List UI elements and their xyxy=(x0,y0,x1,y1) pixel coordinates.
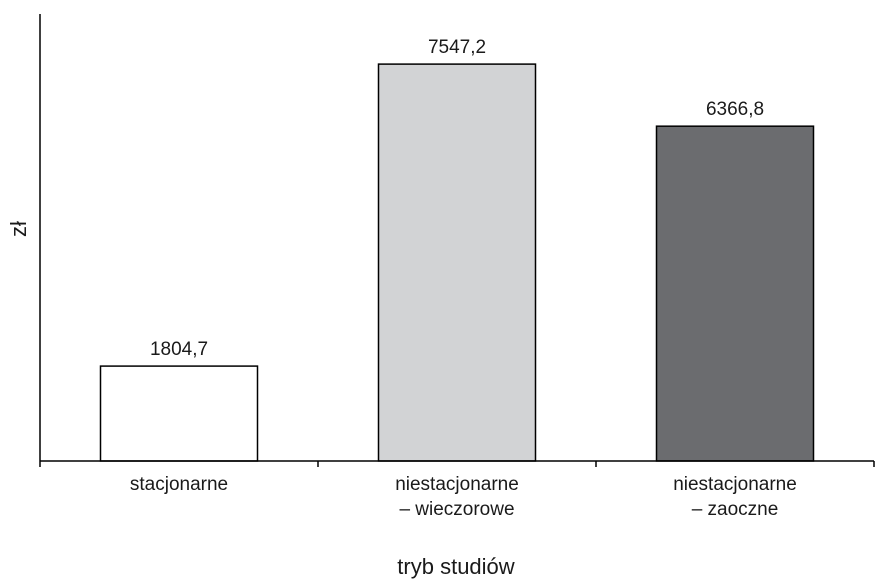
x-tick-label: niestacjonarne xyxy=(673,474,797,495)
bar xyxy=(99,365,259,462)
y-axis-title: zł xyxy=(6,221,31,237)
x-tick-label: stacjonarne xyxy=(130,474,228,495)
bar xyxy=(377,63,537,462)
value-labels-group: 1804,7 7547,2 6366,8 xyxy=(150,37,764,360)
bars-group xyxy=(99,63,815,462)
x-ticks-group xyxy=(39,461,875,467)
bar-value-label: 6366,8 xyxy=(706,99,764,120)
x-tick-label: – wieczorowe xyxy=(399,499,514,520)
x-axis-title: tryb studiów xyxy=(397,554,514,579)
x-tick-label: – zaoczne xyxy=(692,499,779,520)
bar-value-label: 1804,7 xyxy=(150,339,208,360)
bar-value-label: 7547,2 xyxy=(428,37,486,58)
x-tick-label: niestacjonarne xyxy=(395,474,519,495)
bar xyxy=(655,125,815,462)
x-tick-labels-group: stacjonarne niestacjonarne – wieczorowe nie… xyxy=(130,474,797,520)
